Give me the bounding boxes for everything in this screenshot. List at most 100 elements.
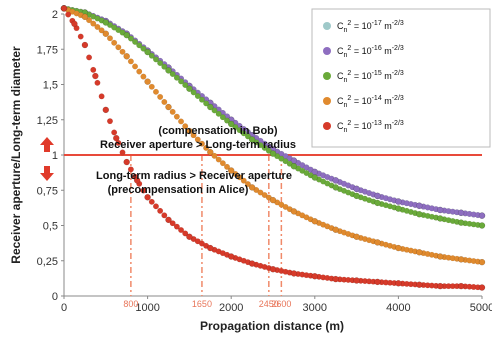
series-point	[224, 117, 231, 124]
series-point	[86, 54, 93, 61]
series-point	[90, 20, 97, 27]
data-point	[227, 167, 235, 174]
series-point	[152, 56, 159, 63]
series-point	[148, 83, 155, 90]
data-point	[123, 31, 130, 39]
series-point	[86, 17, 93, 24]
series-point	[132, 38, 139, 45]
data-point	[269, 265, 277, 273]
data-point	[290, 163, 298, 170]
series-point	[148, 52, 155, 59]
series-point	[115, 27, 122, 34]
series-point	[136, 68, 143, 75]
data-point	[227, 120, 235, 128]
series-point	[261, 144, 268, 151]
y-tick-label: 0,75	[37, 185, 58, 197]
data-point	[165, 216, 172, 224]
data-point	[311, 174, 319, 181]
marker-label: 2450	[259, 299, 279, 309]
series-point	[136, 42, 143, 49]
data-point	[165, 103, 172, 111]
x-tick-label: 4000	[386, 302, 410, 314]
series-point	[157, 207, 164, 214]
series-4	[60, 5, 486, 266]
series-point	[148, 198, 155, 205]
series-point	[232, 170, 239, 177]
data-point	[248, 184, 256, 191]
data-point	[374, 192, 381, 200]
data-point	[81, 41, 89, 49]
series-point	[140, 73, 147, 80]
data-point	[186, 85, 193, 92]
data-point	[436, 282, 444, 290]
data-point	[478, 284, 486, 291]
data-point	[165, 67, 172, 74]
series-point	[232, 124, 239, 131]
series-point	[219, 114, 226, 121]
data-point	[416, 210, 423, 218]
series-point	[224, 163, 231, 170]
data-point	[416, 281, 423, 288]
annotation-above-2: Receiver aperture > Long-term radius	[100, 139, 296, 151]
y-tick-label: 1,75	[37, 44, 58, 56]
series-point	[132, 63, 139, 70]
series-point	[173, 113, 180, 120]
x-tick-label: 1000	[135, 302, 159, 314]
legend-label: Cn2 = 10-16 m-2/3	[337, 45, 404, 59]
series-point	[94, 23, 101, 30]
series-point	[111, 39, 118, 46]
data-point	[227, 253, 235, 260]
marker-label: 1650	[192, 299, 212, 309]
series-point	[169, 108, 176, 115]
data-point	[102, 19, 110, 26]
data-point	[457, 282, 465, 290]
y-tick-label: 1	[52, 150, 58, 162]
series-point	[157, 93, 164, 100]
x-tick-label: 0	[61, 302, 67, 314]
y-tick-label: 0,5	[43, 221, 58, 233]
series-point	[219, 160, 226, 167]
data-point	[123, 158, 130, 166]
series-point	[157, 60, 164, 67]
data-point	[353, 192, 360, 200]
series-point	[253, 139, 260, 146]
annotation-below-2: (precompensation in Alice)	[108, 184, 249, 196]
data-point	[374, 278, 381, 286]
data-point	[144, 194, 151, 201]
series-5	[60, 5, 486, 291]
series-point	[236, 127, 243, 134]
y-tick-label: 0	[52, 291, 58, 303]
data-point	[416, 202, 423, 210]
series-point	[198, 96, 205, 103]
data-point	[207, 244, 214, 252]
legend-label: Cn2 = 10-17 m-2/3	[337, 20, 404, 34]
data-point	[186, 233, 193, 241]
series-point	[178, 118, 185, 125]
series-point	[178, 78, 185, 85]
data-point	[207, 148, 214, 156]
data-point	[186, 127, 193, 135]
series-point	[211, 152, 218, 159]
data-point	[123, 53, 130, 60]
series-point	[203, 100, 210, 107]
data-point	[457, 219, 465, 226]
data-point	[144, 78, 151, 85]
data-point	[395, 198, 402, 205]
data-point	[102, 106, 110, 114]
series-point	[190, 132, 197, 139]
series-point	[190, 89, 197, 96]
data-point	[374, 199, 381, 207]
series-point	[119, 48, 126, 55]
data-point	[395, 244, 402, 252]
data-point	[374, 239, 381, 246]
data-point	[353, 277, 360, 284]
legend-marker	[323, 122, 331, 130]
y-axis-label: Receiver aperture/Long-term diameter	[9, 46, 23, 264]
series-point	[161, 98, 168, 105]
data-point	[416, 249, 423, 256]
series-point	[98, 27, 105, 34]
series-point	[203, 144, 210, 151]
data-point	[92, 72, 99, 80]
series-point	[257, 142, 264, 149]
